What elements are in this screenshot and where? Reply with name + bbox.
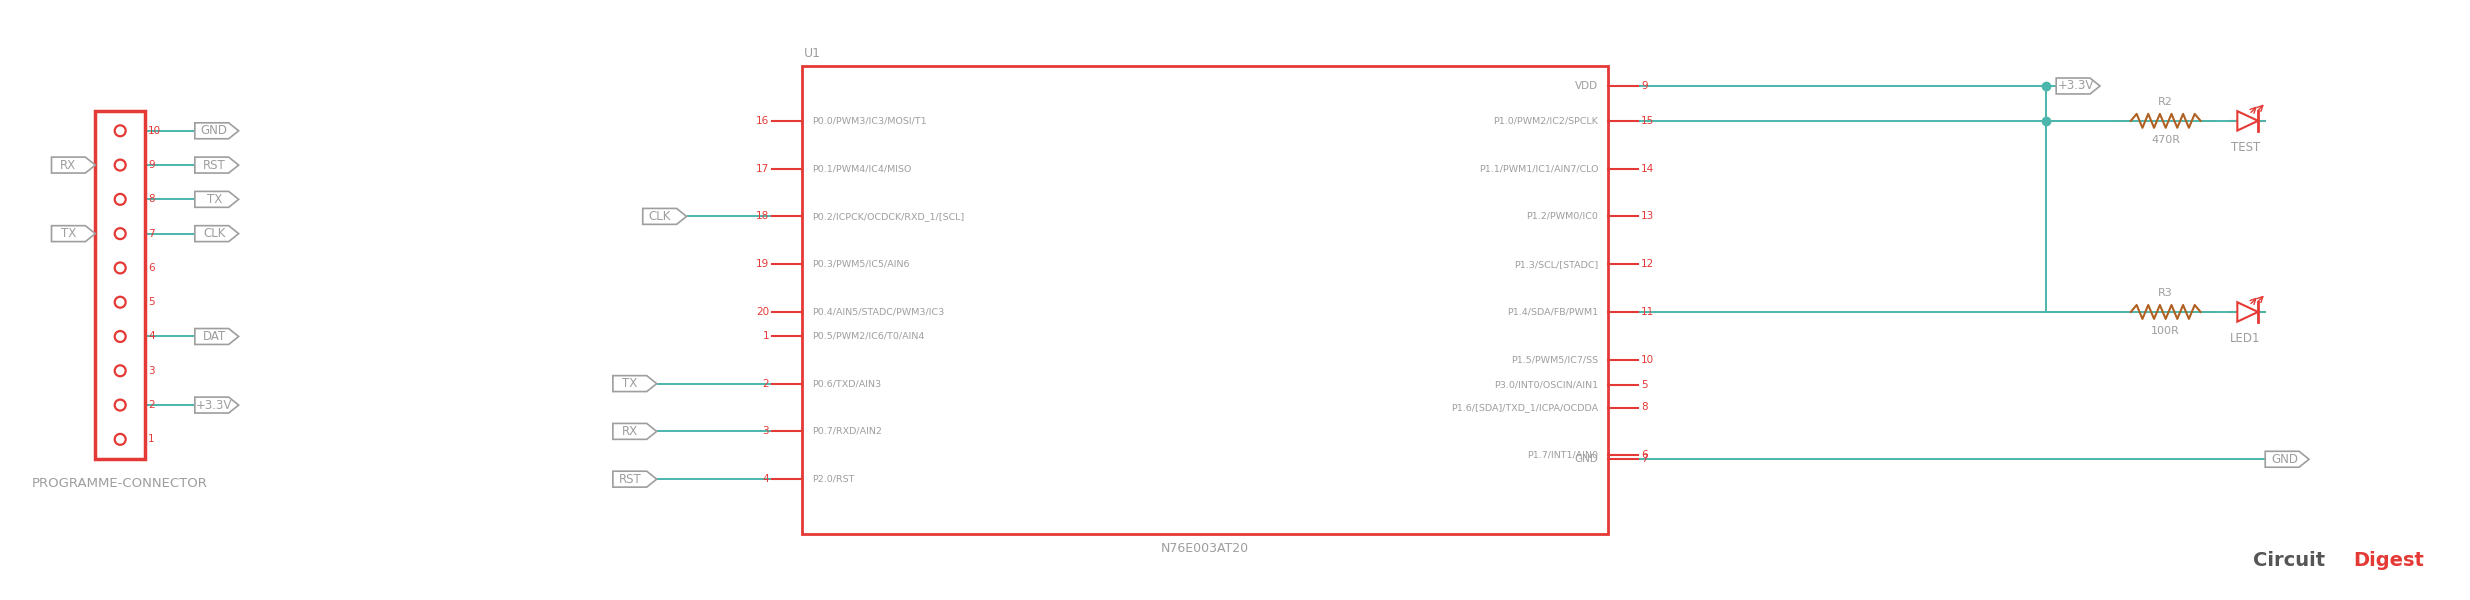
- Text: Digest: Digest: [2354, 551, 2426, 570]
- Text: 100R: 100R: [2151, 326, 2181, 336]
- Text: CLK: CLK: [650, 210, 672, 223]
- Text: TEST: TEST: [2230, 141, 2260, 154]
- Text: P1.7/INT1/AIN0: P1.7/INT1/AIN0: [1526, 451, 1598, 460]
- Text: 8: 8: [1640, 403, 1647, 413]
- Text: P1.4/SDA/FB/PWM1: P1.4/SDA/FB/PWM1: [1507, 307, 1598, 316]
- Text: CLK: CLK: [203, 227, 225, 240]
- Text: RX: RX: [622, 425, 637, 438]
- Text: 14: 14: [1640, 164, 1655, 173]
- Text: P1.6/[SDA]/TXD_1/ICPA/OCDDA: P1.6/[SDA]/TXD_1/ICPA/OCDDA: [1452, 403, 1598, 412]
- Text: DAT: DAT: [203, 330, 225, 343]
- Text: P0.1/PWM4/IC4/MISO: P0.1/PWM4/IC4/MISO: [813, 164, 911, 173]
- Text: R3: R3: [2159, 288, 2174, 298]
- Text: GND: GND: [2270, 453, 2297, 466]
- Text: 13: 13: [1640, 211, 1655, 221]
- Text: P0.3/PWM5/IC5/AIN6: P0.3/PWM5/IC5/AIN6: [813, 260, 909, 269]
- Text: RST: RST: [618, 473, 642, 485]
- Text: P0.4/AIN5/STADC/PWM3/IC3: P0.4/AIN5/STADC/PWM3/IC3: [813, 307, 944, 316]
- Text: 1: 1: [148, 434, 156, 445]
- Text: 9: 9: [148, 160, 156, 170]
- Text: P1.1/PWM1/IC1/AIN7/CLO: P1.1/PWM1/IC1/AIN7/CLO: [1480, 164, 1598, 173]
- Text: P1.5/PWM5/IC7/SS: P1.5/PWM5/IC7/SS: [1512, 355, 1598, 364]
- Polygon shape: [52, 226, 96, 242]
- Text: 16: 16: [756, 116, 768, 126]
- Text: 10: 10: [1640, 355, 1655, 365]
- Text: +3.3V: +3.3V: [2058, 79, 2095, 92]
- Text: TX: TX: [622, 377, 637, 390]
- Text: 4: 4: [148, 331, 156, 341]
- Polygon shape: [195, 123, 240, 139]
- Text: P0.0/PWM3/IC3/MOSI/T1: P0.0/PWM3/IC3/MOSI/T1: [813, 116, 926, 125]
- Polygon shape: [642, 208, 687, 224]
- Text: 8: 8: [148, 194, 156, 205]
- Text: 470R: 470R: [2151, 135, 2181, 145]
- Polygon shape: [52, 157, 96, 173]
- Polygon shape: [195, 226, 240, 242]
- Text: P0.6/TXD/AIN3: P0.6/TXD/AIN3: [813, 379, 882, 388]
- Polygon shape: [195, 191, 240, 208]
- Text: P2.0/RST: P2.0/RST: [813, 475, 855, 484]
- Text: P1.2/PWM0/IC0: P1.2/PWM0/IC0: [1526, 212, 1598, 221]
- Text: 5: 5: [1640, 380, 1647, 389]
- Polygon shape: [195, 157, 240, 173]
- Text: P1.3/SCL/[STADC]: P1.3/SCL/[STADC]: [1514, 260, 1598, 269]
- Text: 7: 7: [148, 229, 156, 239]
- Text: 1: 1: [763, 331, 768, 341]
- Bar: [96, 111, 146, 459]
- Text: 12: 12: [1640, 259, 1655, 269]
- Text: VDD: VDD: [1576, 81, 1598, 91]
- Text: 18: 18: [756, 211, 768, 221]
- Text: LED1: LED1: [2230, 332, 2260, 345]
- Text: 10: 10: [148, 126, 161, 136]
- Polygon shape: [2238, 111, 2258, 131]
- Text: PROGRAMME-CONNECTOR: PROGRAMME-CONNECTOR: [32, 477, 207, 490]
- Bar: [803, 66, 1608, 534]
- Text: 17: 17: [756, 164, 768, 173]
- Text: +3.3V: +3.3V: [195, 398, 232, 412]
- Text: RST: RST: [203, 158, 225, 172]
- Polygon shape: [2265, 451, 2309, 467]
- Text: Circuit: Circuit: [2253, 551, 2324, 570]
- Text: GND: GND: [200, 124, 227, 137]
- Text: 15: 15: [1640, 116, 1655, 126]
- Text: 11: 11: [1640, 307, 1655, 317]
- Polygon shape: [195, 329, 240, 344]
- Polygon shape: [2238, 302, 2258, 322]
- Text: P3.0/INT0/OSCIN/AIN1: P3.0/INT0/OSCIN/AIN1: [1494, 380, 1598, 389]
- Text: P0.5/PWM2/IC6/T0/AIN4: P0.5/PWM2/IC6/T0/AIN4: [813, 331, 924, 340]
- Polygon shape: [195, 397, 240, 413]
- Polygon shape: [613, 424, 657, 439]
- Text: P1.0/PWM2/IC2/SPCLK: P1.0/PWM2/IC2/SPCLK: [1494, 116, 1598, 125]
- Text: 3: 3: [763, 427, 768, 436]
- Text: 2: 2: [148, 400, 156, 410]
- Text: 6: 6: [1640, 450, 1647, 460]
- Text: N76E003AT20: N76E003AT20: [1161, 542, 1250, 555]
- Text: 3: 3: [148, 366, 156, 376]
- Text: TX: TX: [62, 227, 77, 240]
- Text: P0.2/ICPCK/OCDCK/RXD_1/[SCL]: P0.2/ICPCK/OCDCK/RXD_1/[SCL]: [813, 212, 963, 221]
- Text: GND: GND: [1573, 454, 1598, 464]
- Polygon shape: [613, 376, 657, 392]
- Text: 4: 4: [763, 474, 768, 484]
- Text: 2: 2: [763, 379, 768, 389]
- Text: 5: 5: [148, 297, 156, 307]
- Text: 7: 7: [1640, 454, 1647, 464]
- Text: 19: 19: [756, 259, 768, 269]
- Text: TX: TX: [207, 193, 222, 206]
- Text: 20: 20: [756, 307, 768, 317]
- Text: RX: RX: [59, 158, 77, 172]
- Text: U1: U1: [805, 47, 820, 60]
- Text: 9: 9: [1640, 81, 1647, 91]
- Polygon shape: [613, 471, 657, 487]
- Polygon shape: [2055, 78, 2100, 94]
- Text: R2: R2: [2159, 97, 2174, 107]
- Text: P0.7/RXD/AIN2: P0.7/RXD/AIN2: [813, 427, 882, 436]
- Text: 6: 6: [148, 263, 156, 273]
